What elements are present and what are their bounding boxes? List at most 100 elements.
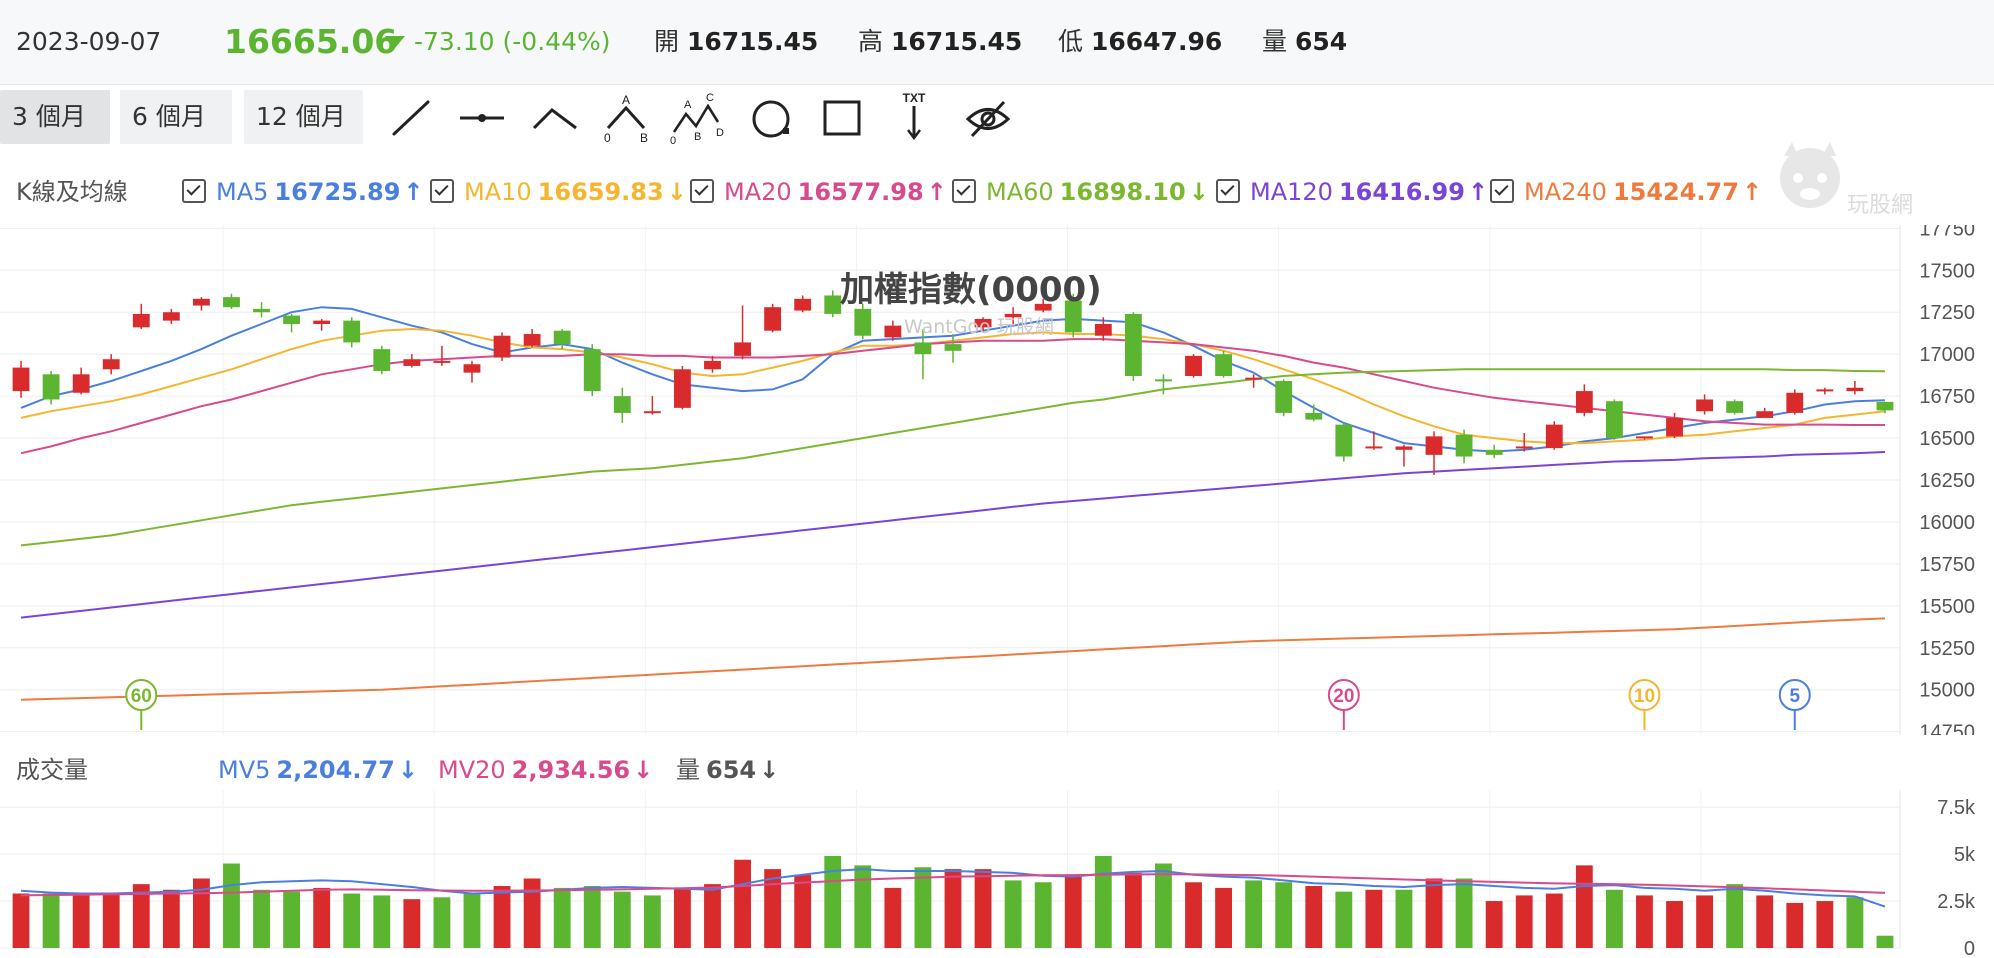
ma60-label: MA60 bbox=[986, 178, 1054, 206]
line-tool-icon[interactable] bbox=[386, 92, 438, 144]
volume-bar bbox=[523, 878, 541, 948]
candle-body bbox=[1575, 391, 1593, 413]
last-price: 16665.06 bbox=[224, 22, 398, 61]
pattern-label-c: C bbox=[706, 92, 714, 104]
period-12m-button[interactable]: 12 個月 bbox=[244, 90, 363, 144]
low-label: 低 bbox=[1058, 27, 1084, 56]
candle-body bbox=[12, 367, 30, 392]
volume-bar bbox=[102, 893, 120, 948]
volume-ma-line-mv20 bbox=[20, 873, 1886, 897]
vol-value: 654 bbox=[706, 756, 757, 784]
candle-body bbox=[523, 334, 541, 346]
rectangle-tool-icon[interactable] bbox=[816, 92, 868, 144]
pattern-label-zero: 0 bbox=[604, 131, 611, 145]
quote-header: 2023-09-07 16665.06 -73.10 (-0.44%) 開 16… bbox=[0, 0, 1994, 85]
ma5-checkbox[interactable] bbox=[182, 179, 206, 203]
candle-body bbox=[1004, 313, 1022, 318]
ma120-checkbox[interactable] bbox=[1216, 179, 1240, 203]
candle-body bbox=[463, 364, 481, 373]
ma240-checkbox[interactable] bbox=[1490, 179, 1514, 203]
open-value: 16715.45 bbox=[686, 27, 819, 56]
low-value: 16647.96 bbox=[1090, 27, 1223, 56]
hide-drawings-icon[interactable] bbox=[962, 92, 1014, 144]
ma240-legend-item[interactable]: MA240 15424.77 ↑ bbox=[1490, 172, 1762, 212]
y-tick-label: 16500 bbox=[1919, 428, 1975, 450]
abc-pattern-tool-icon[interactable]: A 0 B bbox=[600, 92, 652, 145]
candle-body bbox=[1786, 392, 1804, 413]
chart-watermark-subtitle: WantGoo 玩股網 bbox=[904, 316, 1054, 338]
volume-bar bbox=[914, 867, 932, 948]
volume-bar bbox=[764, 869, 782, 948]
ma60-checkbox[interactable] bbox=[952, 179, 976, 203]
period-6m-button[interactable]: 6 個月 bbox=[120, 90, 232, 144]
candle-body bbox=[1245, 377, 1263, 380]
volume-bar bbox=[1245, 880, 1263, 948]
candle-body bbox=[1335, 424, 1353, 457]
volume-bar bbox=[824, 855, 842, 948]
candle-body bbox=[373, 349, 391, 371]
candle-body bbox=[734, 342, 751, 356]
ma10-checkbox[interactable] bbox=[430, 179, 454, 203]
text-tool-icon[interactable]: TXT bbox=[888, 91, 940, 144]
candle-body bbox=[1816, 389, 1834, 392]
ma20-checkbox[interactable] bbox=[690, 179, 714, 203]
volume-value: 654 bbox=[1294, 27, 1348, 56]
ma20-label: MA20 bbox=[724, 178, 792, 206]
candle-body bbox=[433, 360, 451, 363]
high-value: 16715.45 bbox=[890, 27, 1023, 56]
candle-body bbox=[914, 342, 932, 355]
volume-bar bbox=[674, 887, 691, 948]
pattern-label-b2: B bbox=[694, 131, 701, 143]
volume-bar bbox=[223, 863, 240, 948]
volume-bar bbox=[643, 895, 661, 948]
volume-bar bbox=[283, 891, 301, 948]
volume-chart[interactable]: 7.5k 5k 2.5k 0 bbox=[0, 790, 1994, 958]
pattern-label-d: D bbox=[716, 127, 724, 139]
ma10-label: MA10 bbox=[464, 178, 532, 206]
y-tick-label: 15250 bbox=[1919, 638, 1975, 660]
ma5-legend-item[interactable]: MA5 16725.89 ↑ bbox=[182, 172, 424, 212]
ma60-legend-item[interactable]: MA60 16898.10 ↓ bbox=[952, 172, 1209, 212]
volume-bar bbox=[944, 869, 962, 948]
ma-line-ma120 bbox=[20, 451, 1886, 619]
candle-body bbox=[1455, 434, 1473, 457]
vol-legend-item: 量 654 ↓ bbox=[676, 750, 779, 790]
volume-bar bbox=[583, 886, 601, 948]
y-tick-label: 17500 bbox=[1919, 260, 1975, 282]
volume-bar bbox=[1575, 865, 1593, 948]
volume: 量 654 bbox=[1262, 0, 1347, 84]
volume-y-tick-label: 5k bbox=[1954, 844, 1976, 866]
candle-body bbox=[824, 295, 842, 314]
candle-body bbox=[1636, 436, 1653, 439]
ma-legend: K線及均線 MA5 16725.89 ↑ MA10 16659.83 ↓ MA20 165… bbox=[0, 172, 1994, 212]
volume-bar bbox=[343, 893, 361, 948]
abcd-pattern-tool-icon[interactable]: A C 0 B D bbox=[670, 92, 724, 147]
ma240-arrow-icon: ↑ bbox=[1741, 178, 1763, 206]
y-tick-label: 15000 bbox=[1919, 680, 1975, 702]
volume-legend: 成交量 MV5 2,204.77 ↓ MV20 2,934.56 ↓ 量 654 ↓ bbox=[0, 750, 1994, 790]
period-3m-button[interactable]: 3 個月 bbox=[0, 90, 110, 144]
volume-bar bbox=[1275, 882, 1293, 948]
candle-body bbox=[162, 312, 180, 321]
volume-y-tick-label: 7.5k bbox=[1937, 797, 1976, 819]
volume-bar bbox=[1485, 901, 1503, 948]
circle-tool-icon[interactable] bbox=[745, 92, 797, 144]
candle-body bbox=[613, 396, 631, 413]
volume-bar bbox=[313, 887, 331, 948]
ma120-label: MA120 bbox=[1250, 178, 1333, 206]
candle-body bbox=[854, 308, 872, 336]
volume-bar bbox=[162, 889, 180, 948]
angle-tool-icon[interactable] bbox=[528, 92, 580, 144]
candle-body bbox=[1034, 303, 1052, 311]
ma10-legend-item[interactable]: MA10 16659.83 ↓ bbox=[430, 172, 687, 212]
candle-body bbox=[1305, 412, 1323, 420]
ma20-legend-item[interactable]: MA20 16577.98 ↑ bbox=[690, 172, 947, 212]
volume-bar bbox=[1455, 878, 1473, 948]
ma120-legend-item[interactable]: MA120 16416.99 ↑ bbox=[1216, 172, 1488, 212]
horizontal-line-tool-icon[interactable] bbox=[456, 92, 508, 144]
volume-bar bbox=[1215, 887, 1232, 948]
volume-bar bbox=[1816, 901, 1834, 948]
candle-body bbox=[1756, 411, 1774, 418]
volume-bar bbox=[613, 891, 631, 948]
price-chart[interactable]: 17750 17500 17250 17000 16750 16500 16250 16000… bbox=[0, 225, 1994, 735]
